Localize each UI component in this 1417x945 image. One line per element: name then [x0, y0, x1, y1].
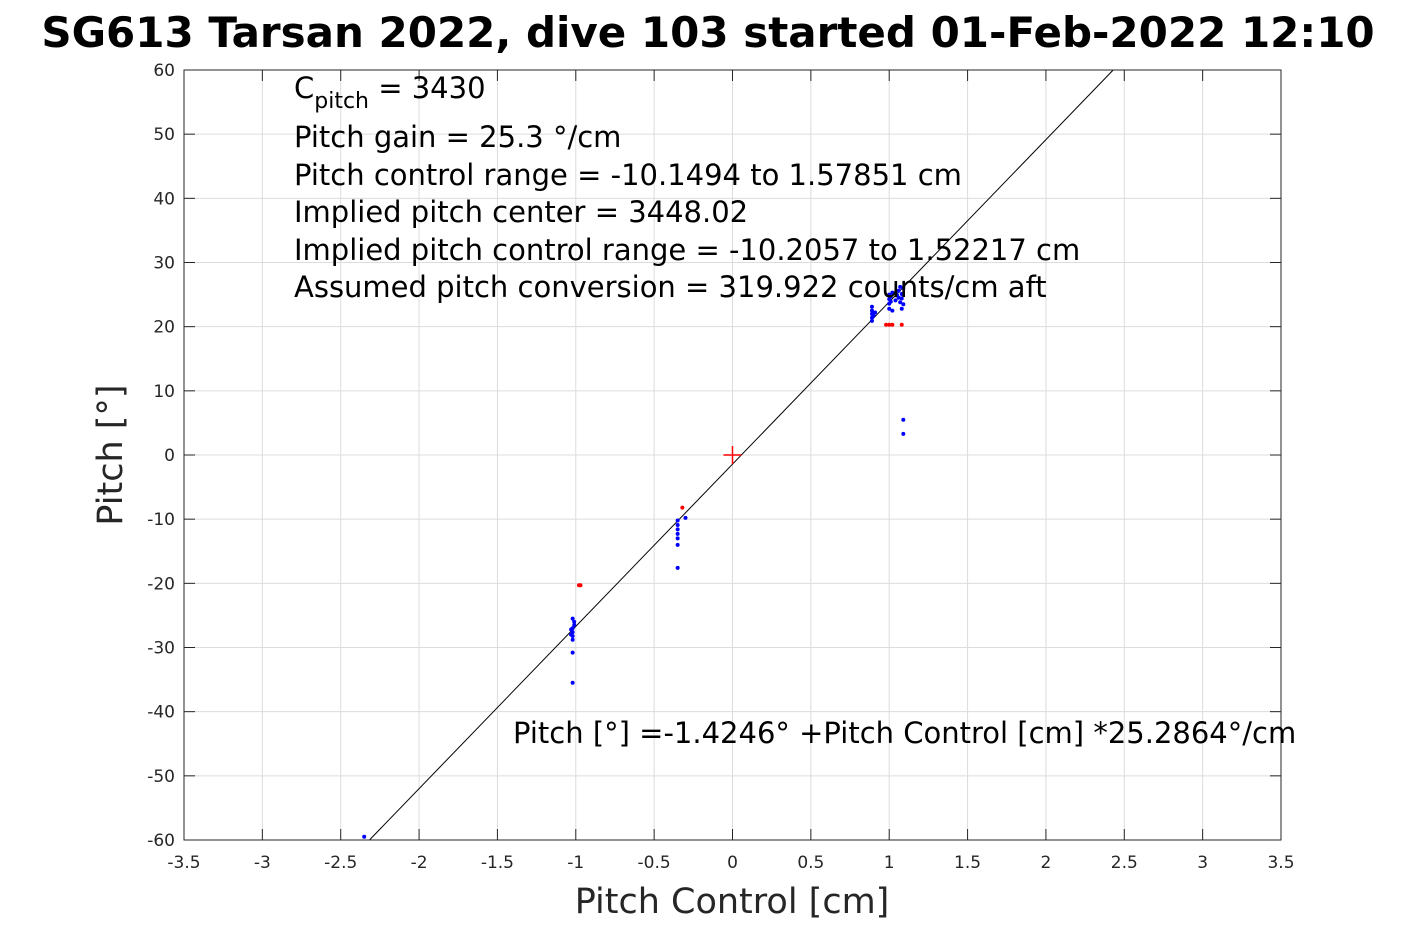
data-points: [362, 284, 906, 839]
annotation-block: Cpitch = 3430 Pitch gain = 25.3 °/cm Pit…: [294, 71, 1296, 750]
y-tick-label: -40: [147, 703, 175, 723]
data-point: [569, 632, 574, 637]
center-marker-group: [723, 446, 742, 464]
y-tick-label: 30: [153, 254, 175, 274]
annotation-assumed-pitch-conversion: Assumed pitch conversion = 319.922 count…: [294, 270, 1047, 304]
x-tick-label: -3: [254, 853, 271, 873]
data-point: [675, 542, 680, 547]
data-point: [570, 637, 575, 642]
x-tick-label: -0.5: [638, 853, 671, 873]
y-tick-label: 50: [153, 125, 175, 145]
data-point: [680, 505, 685, 510]
data-point: [896, 295, 901, 300]
x-axis-label: Pitch Control [cm]: [575, 882, 890, 922]
data-point: [578, 583, 583, 588]
data-point: [572, 619, 577, 624]
data-point: [869, 304, 874, 309]
x-tick-label: 3: [1197, 853, 1208, 873]
x-tick-label: 1: [884, 853, 895, 873]
data-point: [569, 627, 574, 632]
data-point: [899, 306, 904, 311]
data-point: [884, 322, 889, 327]
data-point: [675, 527, 680, 532]
data-point: [570, 616, 575, 621]
data-point: [901, 417, 906, 422]
data-point: [362, 834, 367, 839]
data-point: [899, 322, 904, 327]
data-point: [869, 308, 874, 313]
axis-ticks: -3.5 -3 -2.5 -2 -1.5 -1 -0.5 0 0.5 1 1.5 2 2.5 3 3.5 -6…: [147, 61, 1294, 873]
data-point: [887, 306, 892, 311]
x-tick-label: -2.5: [324, 853, 357, 873]
y-axis-label: Pitch [°]: [91, 384, 131, 525]
data-point: [675, 522, 680, 527]
data-point: [675, 531, 680, 536]
data-point: [887, 322, 892, 327]
data-point: [572, 623, 577, 628]
cpitch-symbol: C: [294, 71, 314, 105]
x-tick-label: -1.5: [481, 853, 514, 873]
x-tick-label: 0.5: [797, 853, 824, 873]
y-tick-label: 10: [153, 382, 175, 402]
annotation-fit-equation: Pitch [°] =-1.4246° +Pitch Control [cm] …: [513, 716, 1296, 750]
y-tick-label: -50: [147, 767, 175, 787]
y-tick-label: 40: [153, 189, 175, 209]
data-point: [570, 650, 575, 655]
x-tick-label: 2: [1041, 853, 1052, 873]
data-point: [899, 291, 904, 296]
data-point: [869, 318, 874, 323]
annotation-cpitch: Cpitch = 3430: [294, 71, 486, 114]
annotation-pitch-control-range: Pitch control range = -10.1494 to 1.5785…: [294, 158, 962, 192]
data-point: [871, 313, 876, 318]
data-point: [896, 288, 901, 293]
data-point: [898, 284, 903, 289]
x-tick-label: 1.5: [954, 853, 981, 873]
annotation-pitch-gain: Pitch gain = 25.3 °/cm: [294, 120, 621, 154]
data-point: [675, 565, 680, 570]
data-point: [683, 515, 688, 520]
x-tick-label: -3.5: [167, 853, 200, 873]
x-tick-label: -2: [411, 853, 428, 873]
data-point: [890, 308, 895, 313]
x-tick-label: 3.5: [1267, 853, 1294, 873]
cpitch-subscript: pitch: [314, 89, 369, 114]
data-point: [873, 310, 878, 315]
data-point: [890, 290, 895, 295]
y-tick-label: 60: [153, 61, 175, 81]
y-tick-label: -30: [147, 639, 175, 659]
y-tick-label: 20: [153, 318, 175, 338]
x-tick-label: 2.5: [1111, 853, 1138, 873]
data-point: [675, 536, 680, 541]
y-tick-label: 0: [164, 446, 175, 466]
x-tick-label: 0: [727, 853, 738, 873]
data-point: [901, 286, 906, 291]
data-point: [899, 296, 904, 301]
data-point: [888, 294, 893, 299]
y-tick-label: -60: [147, 831, 175, 851]
annotation-implied-pitch-center: Implied pitch center = 3448.02: [294, 195, 748, 229]
data-point: [893, 298, 898, 303]
data-point: [888, 299, 893, 304]
y-tick-label: -20: [147, 574, 175, 594]
data-point: [570, 680, 575, 685]
data-point: [890, 322, 895, 327]
chart-title: SG613 Tarsan 2022, dive 103 started 01-F…: [41, 8, 1374, 57]
y-tick-label: -10: [147, 510, 175, 530]
annotation-implied-pitch-control-range: Implied pitch control range = -10.2057 t…: [294, 233, 1080, 267]
x-tick-label: -1: [567, 853, 584, 873]
data-point: [901, 431, 906, 436]
data-point: [675, 518, 680, 523]
data-point: [898, 300, 903, 305]
data-point: [901, 302, 906, 307]
cpitch-value: = 3430: [369, 71, 486, 105]
